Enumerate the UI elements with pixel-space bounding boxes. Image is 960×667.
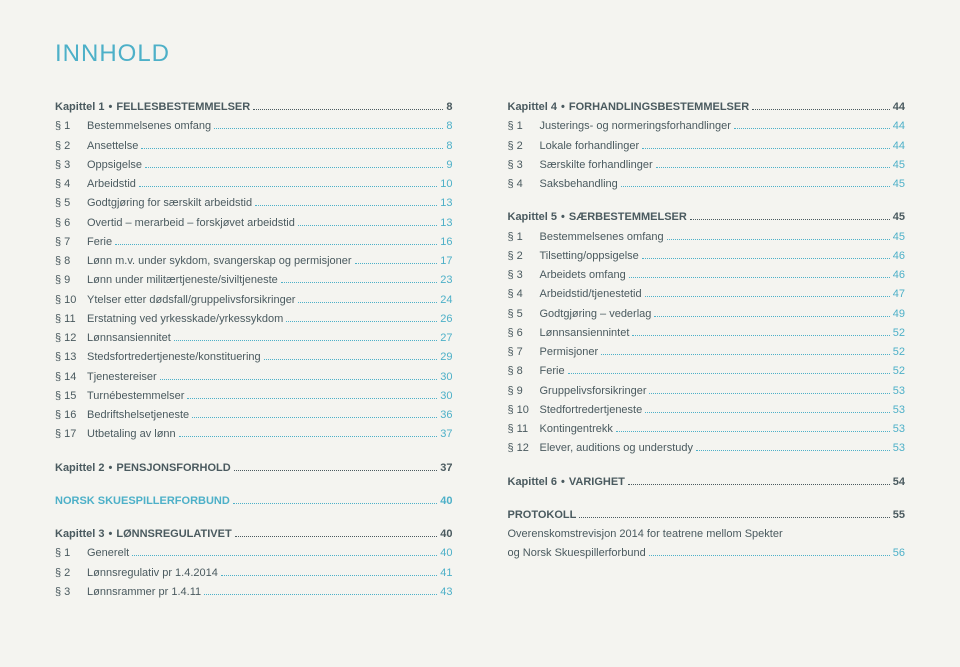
toc-entry: § 8Ferie52: [508, 362, 906, 381]
protokoll-heading: PROTOKOLL 55: [508, 506, 906, 525]
toc-entry: § 1Bestemmelsenes omfang8: [55, 117, 453, 136]
toc-entry: § 7Ferie16: [55, 233, 453, 252]
toc-entry: § 2Lønnsregulativ pr 1.4.201441: [55, 564, 453, 583]
toc-entry: § 3Arbeidets omfang46: [508, 266, 906, 285]
toc-entry: § 11Erstatning ved yrkesskade/yrkessykdo…: [55, 310, 453, 329]
toc-entry: § 10Ytelser etter dødsfall/gruppelivsfor…: [55, 291, 453, 310]
toc-columns: Kapittel 1FELLESBESTEMMELSER 8 § 1Bestem…: [55, 98, 905, 602]
toc-entry: § 4Arbeidstid/tjenestetid47: [508, 285, 906, 304]
toc-entry: § 13Stedsfortredertjeneste/konstituering…: [55, 348, 453, 367]
chapter-1: Kapittel 1FELLESBESTEMMELSER 8: [55, 98, 453, 117]
chapter-4: Kapittel 4FORHANDLINGSBESTEMMELSER 44: [508, 98, 906, 117]
toc-entry: § 2Tilsetting/oppsigelse46: [508, 247, 906, 266]
toc-entry: § 7Permisjoner52: [508, 343, 906, 362]
toc-entry: § 2Ansettelse8: [55, 137, 453, 156]
toc-entry: § 9Lønn under militærtjeneste/siviltjene…: [55, 271, 453, 290]
toc-entry: § 1Justerings- og normeringsforhandlinge…: [508, 117, 906, 136]
toc-entry: § 1Bestemmelsenes omfang45: [508, 228, 906, 247]
toc-entry: § 16Bedriftshelsetjeneste36: [55, 406, 453, 425]
nsf-heading: NORSK SKUESPILLERFORBUND 40: [55, 492, 453, 511]
toc-entry: § 12Elever, auditions og understudy53: [508, 439, 906, 458]
toc-entry: § 4Arbeidstid10: [55, 175, 453, 194]
toc-entry: § 5Godtgjøring for særskilt arbeidstid13: [55, 194, 453, 213]
toc-entry: § 8Lønn m.v. under sykdom, svangerskap o…: [55, 252, 453, 271]
toc-entry: § 1Generelt40: [55, 544, 453, 563]
toc-entry: § 14Tjenestereiser30: [55, 368, 453, 387]
toc-entry: § 2Lokale forhandlinger44: [508, 137, 906, 156]
chapter-3: Kapittel 3LØNNSREGULATIVET 40: [55, 525, 453, 544]
toc-entry: § 6Overtid – merarbeid – forskjøvet arbe…: [55, 214, 453, 233]
protokoll-note-line1: Overenskomstrevisjon 2014 for teatrene m…: [508, 525, 906, 544]
chapter-6: Kapittel 6VARIGHET 54: [508, 473, 906, 492]
chapter-5: Kapittel 5SÆRBESTEMMELSER 45: [508, 208, 906, 227]
toc-entry: § 3Lønnsrammer pr 1.4.1143: [55, 583, 453, 602]
toc-entry: § 12Lønnsansiennitet27: [55, 329, 453, 348]
toc-entry: § 15Turnébestemmelser30: [55, 387, 453, 406]
toc-entry: § 10Stedfortredertjeneste53: [508, 401, 906, 420]
toc-entry: § 9Gruppelivsforsikringer53: [508, 382, 906, 401]
protokoll-note-line2: og Norsk Skuespillerforbund 56: [508, 544, 906, 563]
toc-entry: § 5Godtgjøring – vederlag49: [508, 305, 906, 324]
chapter-2: Kapittel 2PENSJONSFORHOLD 37: [55, 459, 453, 478]
toc-entry: § 17Utbetaling av lønn37: [55, 425, 453, 444]
toc-entry: § 3Særskilte forhandlinger45: [508, 156, 906, 175]
toc-entry: § 4Saksbehandling45: [508, 175, 906, 194]
toc-entry: § 3Oppsigelse9: [55, 156, 453, 175]
toc-entry: § 6Lønnsansiennintet52: [508, 324, 906, 343]
right-column: Kapittel 4FORHANDLINGSBESTEMMELSER 44 § …: [508, 98, 906, 602]
page-title: INNHOLD: [55, 40, 905, 68]
toc-entry: § 11Kontingentrekk53: [508, 420, 906, 439]
left-column: Kapittel 1FELLESBESTEMMELSER 8 § 1Bestem…: [55, 98, 453, 602]
